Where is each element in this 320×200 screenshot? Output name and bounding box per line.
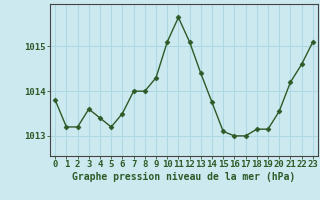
X-axis label: Graphe pression niveau de la mer (hPa): Graphe pression niveau de la mer (hPa) [72,172,296,182]
